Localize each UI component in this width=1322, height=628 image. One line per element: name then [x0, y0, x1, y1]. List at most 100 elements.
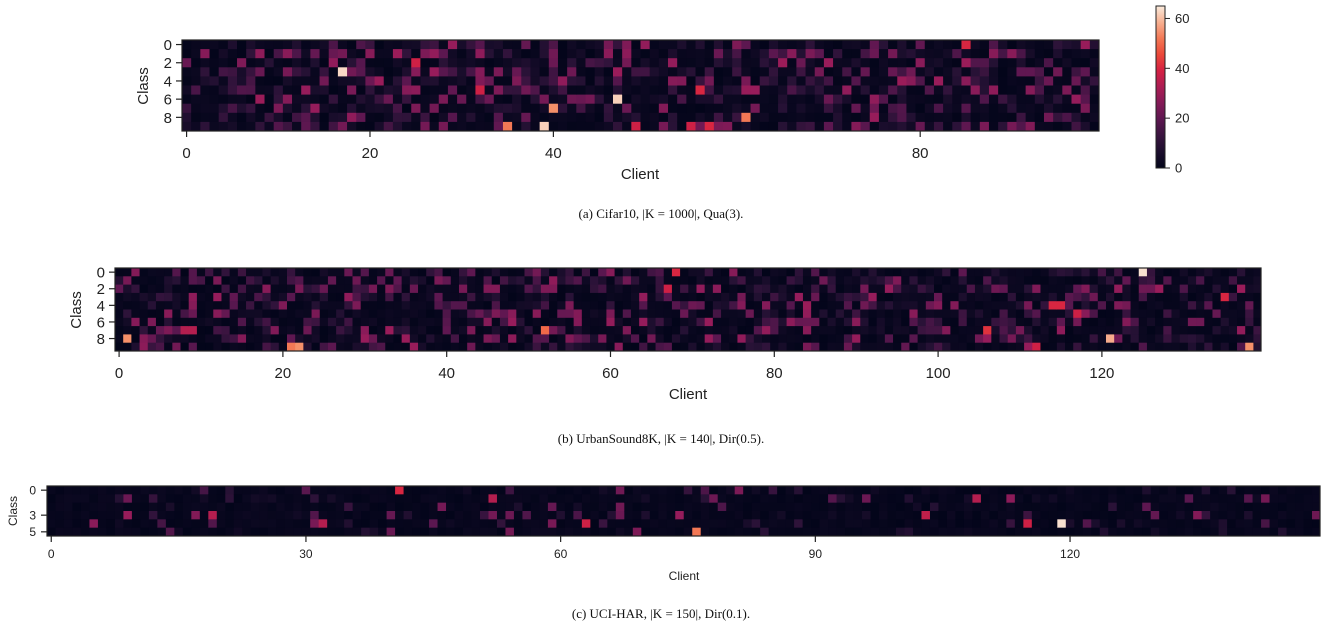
heatmap-cell — [1312, 519, 1320, 529]
heatmap-cell — [1227, 519, 1236, 529]
heatmap-cell — [983, 284, 992, 294]
heatmap-cell — [868, 309, 878, 319]
heatmap-cell — [794, 527, 804, 537]
heatmap-cell — [319, 326, 329, 335]
heatmap-cell — [502, 85, 513, 95]
heatmap-cell — [590, 502, 600, 512]
heatmap-cell — [688, 334, 697, 344]
heatmap-cell — [267, 502, 277, 512]
heatmap-cell — [933, 49, 944, 59]
heatmap-cell — [377, 276, 386, 285]
heatmap-cell — [1212, 309, 1222, 319]
heatmap-cell — [868, 301, 878, 310]
heatmap-cell — [458, 334, 468, 344]
heatmap-cell — [777, 519, 787, 529]
heatmap-cell — [1227, 494, 1236, 504]
heatmap-cell — [540, 342, 550, 352]
heatmap-cell — [655, 342, 665, 352]
heatmap-cell — [983, 292, 992, 302]
heatmap-cell — [368, 342, 378, 352]
heatmap-cell — [860, 326, 869, 335]
heatmap-cell — [229, 317, 239, 327]
heatmap-cell — [835, 342, 845, 352]
heatmap-cell — [1295, 486, 1304, 495]
heatmap-cell — [1303, 494, 1313, 504]
heatmap-cell — [862, 494, 871, 504]
heatmap-cell — [301, 103, 311, 114]
heatmap-cell — [182, 519, 192, 529]
heatmap-cell — [182, 40, 192, 50]
heatmap-cell — [737, 292, 747, 302]
heatmap-cell — [429, 49, 440, 59]
heatmap-cell — [811, 301, 820, 310]
heatmap-cell — [1108, 519, 1118, 529]
heatmap-cell — [983, 276, 992, 285]
heatmap-cell — [612, 76, 623, 86]
heatmap-cell — [1015, 326, 1025, 335]
heatmap-cell — [426, 284, 435, 294]
heatmap-cell — [1114, 326, 1123, 335]
heatmap-cell — [612, 121, 623, 132]
heatmap-cell — [876, 284, 886, 294]
heatmap-cell — [475, 94, 486, 105]
heatmap-cell — [796, 67, 806, 77]
heatmap-cell — [466, 67, 476, 77]
heatmap-cell — [140, 519, 150, 529]
heatmap-cell — [573, 326, 583, 335]
heatmap-cell — [508, 292, 517, 302]
heatmap-cell — [1053, 121, 1063, 132]
heatmap-cell — [147, 342, 157, 352]
heatmap-cell — [336, 317, 345, 327]
heatmap-cell — [403, 502, 413, 512]
heatmap-cell — [191, 486, 201, 495]
heatmap-cell — [403, 494, 413, 504]
heatmap-cell — [205, 268, 214, 277]
heatmap-cell — [958, 309, 968, 319]
heatmap-cell — [658, 40, 669, 50]
heatmap-cell — [475, 103, 486, 114]
heatmap-cell — [827, 334, 837, 344]
heatmap-cell — [768, 76, 779, 86]
heatmap-cell — [1237, 301, 1246, 310]
heatmap-cell — [901, 317, 910, 327]
heatmap-cell — [786, 309, 796, 319]
heatmap-cell — [1040, 301, 1050, 310]
heatmap-cell — [199, 519, 209, 529]
heatmap-cell — [630, 317, 640, 327]
heatmap-cell — [493, 40, 504, 50]
heatmap-cell — [1187, 309, 1197, 319]
heatmap-cell — [966, 301, 976, 310]
heatmap-cell — [1053, 103, 1063, 114]
heatmap-cell — [1122, 326, 1131, 335]
heatmap-cell — [925, 301, 935, 310]
heatmap-cell — [1125, 511, 1135, 520]
heatmap-cell — [284, 486, 294, 495]
heatmap-cell — [1007, 40, 1017, 50]
heatmap-cell — [378, 486, 387, 495]
heatmap-cell — [934, 268, 943, 277]
heatmap-cell — [491, 334, 501, 344]
heatmap-cell — [1235, 527, 1245, 537]
heatmap-cell — [418, 284, 427, 294]
heatmap-cell — [89, 486, 99, 495]
heatmap-cell — [869, 121, 880, 132]
heatmap-cell — [980, 502, 990, 512]
heatmap-cell — [237, 112, 247, 123]
heatmap-cell — [188, 301, 198, 310]
heatmap-cell — [622, 334, 632, 344]
heatmap-cell — [737, 317, 747, 327]
heatmap-cell — [814, 94, 825, 105]
heatmap-cell — [377, 317, 386, 327]
heatmap-cell — [860, 317, 869, 327]
heatmap-cell — [641, 511, 651, 520]
heatmap-cell — [311, 342, 321, 352]
heatmap-cell — [1040, 342, 1050, 352]
heatmap-cell — [374, 76, 385, 86]
heatmap-cell — [213, 317, 222, 327]
heatmap-cell — [576, 67, 586, 77]
heatmap-cell — [148, 494, 158, 504]
heatmap-cell — [549, 284, 558, 294]
heatmap-cell — [1048, 317, 1058, 327]
heatmap-cell — [293, 527, 303, 537]
heatmap-cell — [209, 67, 220, 77]
